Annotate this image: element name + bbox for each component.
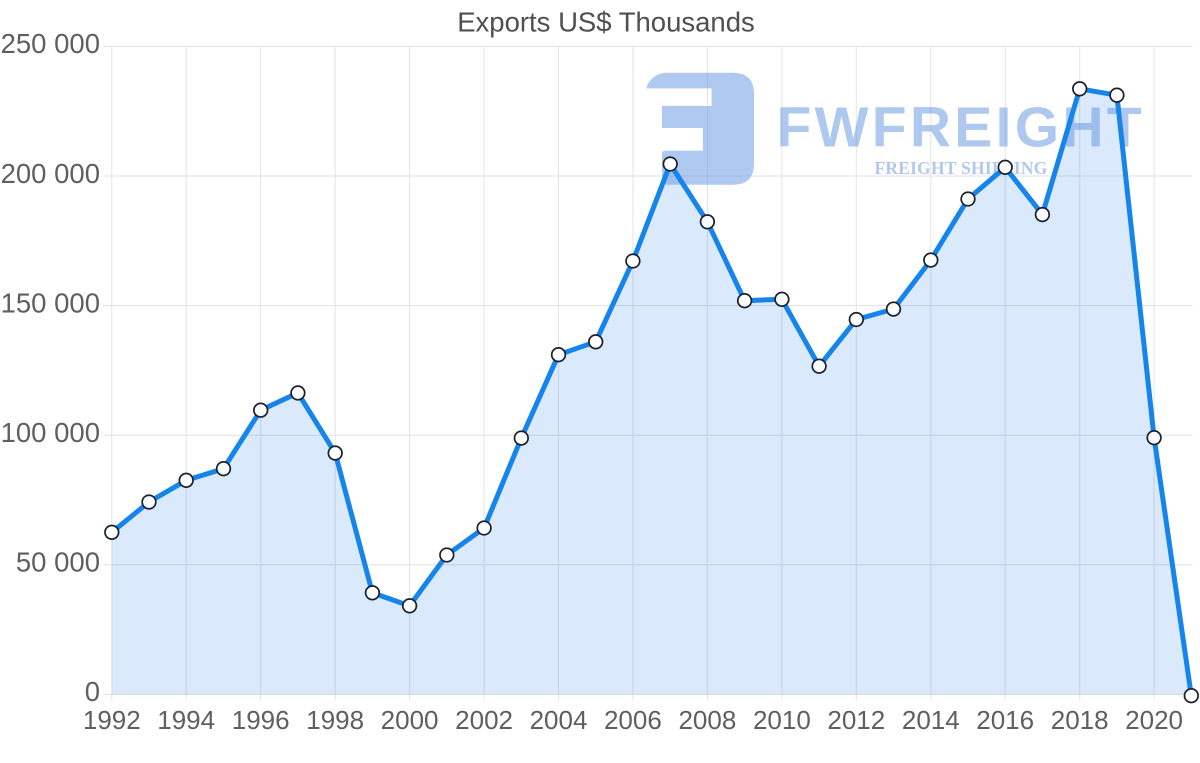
svg-text:2002: 2002 [455, 705, 513, 735]
svg-text:2020: 2020 [1125, 705, 1183, 735]
svg-text:Exports US$ Thousands: Exports US$ Thousands [457, 7, 755, 38]
svg-text:1992: 1992 [83, 705, 141, 735]
svg-text:100 000: 100 000 [1, 417, 100, 448]
svg-text:2012: 2012 [827, 705, 885, 735]
svg-text:2010: 2010 [753, 705, 811, 735]
svg-text:200 000: 200 000 [1, 158, 100, 189]
svg-text:150 000: 150 000 [1, 287, 100, 318]
svg-text:FREIGHT SHIPPING: FREIGHT SHIPPING [874, 158, 1047, 178]
svg-text:2018: 2018 [1051, 705, 1109, 735]
svg-text:2006: 2006 [604, 705, 662, 735]
svg-text:2004: 2004 [530, 705, 588, 735]
svg-text:2016: 2016 [976, 705, 1034, 735]
svg-text:50 000: 50 000 [16, 547, 100, 578]
svg-text:FWFREIGHT: FWFREIGHT [777, 96, 1145, 160]
svg-text:2008: 2008 [678, 705, 736, 735]
svg-text:2000: 2000 [381, 705, 439, 735]
svg-text:1994: 1994 [157, 705, 215, 735]
svg-text:1998: 1998 [306, 705, 364, 735]
svg-text:2014: 2014 [902, 705, 960, 735]
svg-text:250 000: 250 000 [1, 28, 100, 59]
svg-text:1996: 1996 [232, 705, 290, 735]
svg-text:0: 0 [85, 676, 100, 707]
